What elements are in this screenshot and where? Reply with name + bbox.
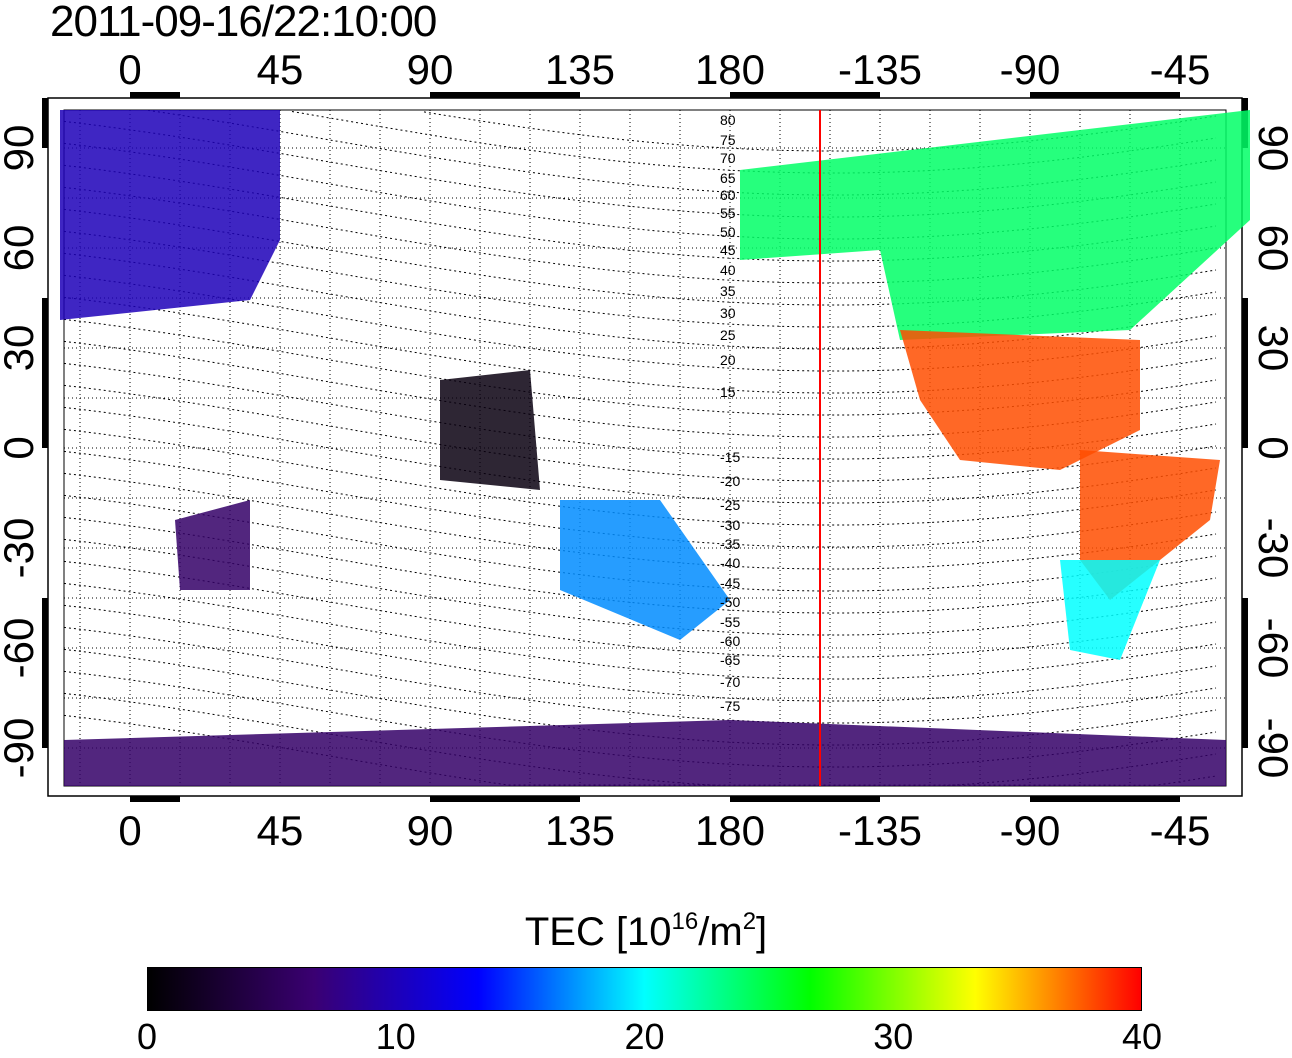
frame-tick-bar bbox=[42, 98, 48, 148]
bottom-lon-tick: -135 bbox=[838, 807, 922, 854]
contour-label: -75 bbox=[720, 698, 740, 714]
top-lon-tick: 180 bbox=[695, 46, 765, 93]
frame-tick-bar bbox=[730, 796, 880, 802]
contour-label: 70 bbox=[720, 150, 736, 166]
contour-label: 50 bbox=[720, 224, 736, 240]
colorbar-title-exponent: 16 bbox=[671, 908, 699, 935]
left-lat-tick: 0 bbox=[0, 436, 42, 459]
tec-region-africa bbox=[175, 500, 250, 590]
top-lon-tick: -45 bbox=[1150, 46, 1211, 93]
contour-label: 30 bbox=[720, 305, 736, 321]
colorbar-title-suffix: ] bbox=[756, 910, 768, 954]
colorbar-tick-label: 30 bbox=[873, 1016, 914, 1057]
frame-tick-bar bbox=[1030, 796, 1180, 802]
colorbar-title: TEC [1016/m2] bbox=[0, 908, 1292, 955]
left-lat-tick: -60 bbox=[0, 618, 42, 679]
right-lat-tick: -30 bbox=[1250, 518, 1292, 579]
contour-label: 15 bbox=[720, 384, 736, 400]
frame-tick-bar bbox=[730, 92, 880, 98]
bottom-lon-tick: -90 bbox=[1000, 807, 1061, 854]
frame-tick-bar bbox=[1242, 298, 1248, 448]
right-lat-tick: 0 bbox=[1250, 436, 1292, 459]
tec-region-south-america-south bbox=[1060, 560, 1160, 660]
contour-label: -25 bbox=[720, 497, 740, 513]
top-lon-tick: -135 bbox=[838, 46, 922, 93]
left-lat-tick: -90 bbox=[0, 718, 42, 779]
contour-label: -20 bbox=[720, 473, 740, 489]
colorbar-title-unit: /m bbox=[698, 910, 743, 954]
colorbar bbox=[147, 967, 1142, 1011]
contour-label: -55 bbox=[720, 614, 740, 630]
tec-region-antarctica bbox=[64, 720, 1226, 786]
bottom-lon-tick: 45 bbox=[257, 807, 304, 854]
left-lat-tick: -30 bbox=[0, 518, 42, 579]
contour-label: 20 bbox=[720, 352, 736, 368]
contour-label: 40 bbox=[720, 262, 736, 278]
colorbar-title-prefix: TEC [10 bbox=[524, 910, 672, 954]
bottom-lon-tick: 180 bbox=[695, 807, 765, 854]
right-lat-tick: -60 bbox=[1250, 618, 1292, 679]
contour-label: -65 bbox=[720, 652, 740, 668]
tec-region-australia bbox=[560, 500, 730, 640]
contour-label: -15 bbox=[720, 449, 740, 465]
tec-map: 8075706560555045403530252015-15-20-25-30… bbox=[0, 46, 1292, 854]
contour-label: -50 bbox=[720, 594, 740, 610]
contour-label: -60 bbox=[720, 633, 740, 649]
colorbar-title-unit-exponent: 2 bbox=[742, 908, 757, 935]
top-lon-tick: 0 bbox=[118, 46, 141, 93]
contour-label: -35 bbox=[720, 536, 740, 552]
colorbar-tick-label: 0 bbox=[136, 1016, 158, 1057]
contour-label: 80 bbox=[720, 112, 736, 128]
contour-label: -45 bbox=[720, 575, 740, 591]
tec-region-europe bbox=[60, 110, 280, 320]
contour-label: -40 bbox=[720, 555, 740, 571]
contour-label: 45 bbox=[720, 242, 736, 258]
contour-label: -30 bbox=[720, 517, 740, 533]
top-lon-tick: 45 bbox=[257, 46, 304, 93]
frame-tick-bar bbox=[1242, 598, 1248, 748]
bottom-lon-tick: 90 bbox=[407, 807, 454, 854]
frame-tick-bar bbox=[42, 298, 48, 448]
right-lat-tick: 30 bbox=[1250, 325, 1292, 372]
right-lat-tick: 60 bbox=[1250, 225, 1292, 272]
colorbar-tick-label: 20 bbox=[624, 1016, 665, 1057]
left-lat-tick: 90 bbox=[0, 125, 42, 172]
tec-region-north-america bbox=[740, 110, 1250, 340]
contour-label: 60 bbox=[720, 187, 736, 203]
frame-tick-bar bbox=[130, 92, 180, 98]
contour-label: 55 bbox=[720, 205, 736, 221]
frame-tick-bar bbox=[1030, 92, 1180, 98]
tec-region-central-america bbox=[900, 330, 1140, 470]
top-lon-tick: 135 bbox=[545, 46, 615, 93]
right-lat-tick: -90 bbox=[1250, 718, 1292, 779]
contour-label: 35 bbox=[720, 283, 736, 299]
contour-label: 25 bbox=[720, 327, 736, 343]
frame-tick-bar bbox=[430, 92, 580, 98]
bottom-lon-tick: 135 bbox=[545, 807, 615, 854]
contour-label: -70 bbox=[720, 674, 740, 690]
bottom-lon-tick: -45 bbox=[1150, 807, 1211, 854]
contour-label: 75 bbox=[720, 132, 736, 148]
top-lon-tick: 90 bbox=[407, 46, 454, 93]
frame-tick-bar bbox=[430, 796, 580, 802]
contour-label: 65 bbox=[720, 170, 736, 186]
map-content: 8075706560555045403530252015-15-20-25-30… bbox=[0, 46, 1292, 854]
bottom-lon-tick: 0 bbox=[118, 807, 141, 854]
right-lat-tick: 90 bbox=[1250, 125, 1292, 172]
top-lon-tick: -90 bbox=[1000, 46, 1061, 93]
left-lat-tick: 60 bbox=[0, 225, 42, 272]
frame-tick-bar bbox=[42, 598, 48, 748]
colorbar-tick-label: 10 bbox=[375, 1016, 416, 1057]
frame-tick-bar bbox=[130, 796, 180, 802]
timestamp: 2011-09-16/22:10:00 bbox=[50, 0, 437, 46]
colorbar-tick-label: 40 bbox=[1121, 1016, 1163, 1057]
tec-region-southeast-asia bbox=[440, 370, 540, 490]
left-lat-tick: 30 bbox=[0, 325, 42, 372]
